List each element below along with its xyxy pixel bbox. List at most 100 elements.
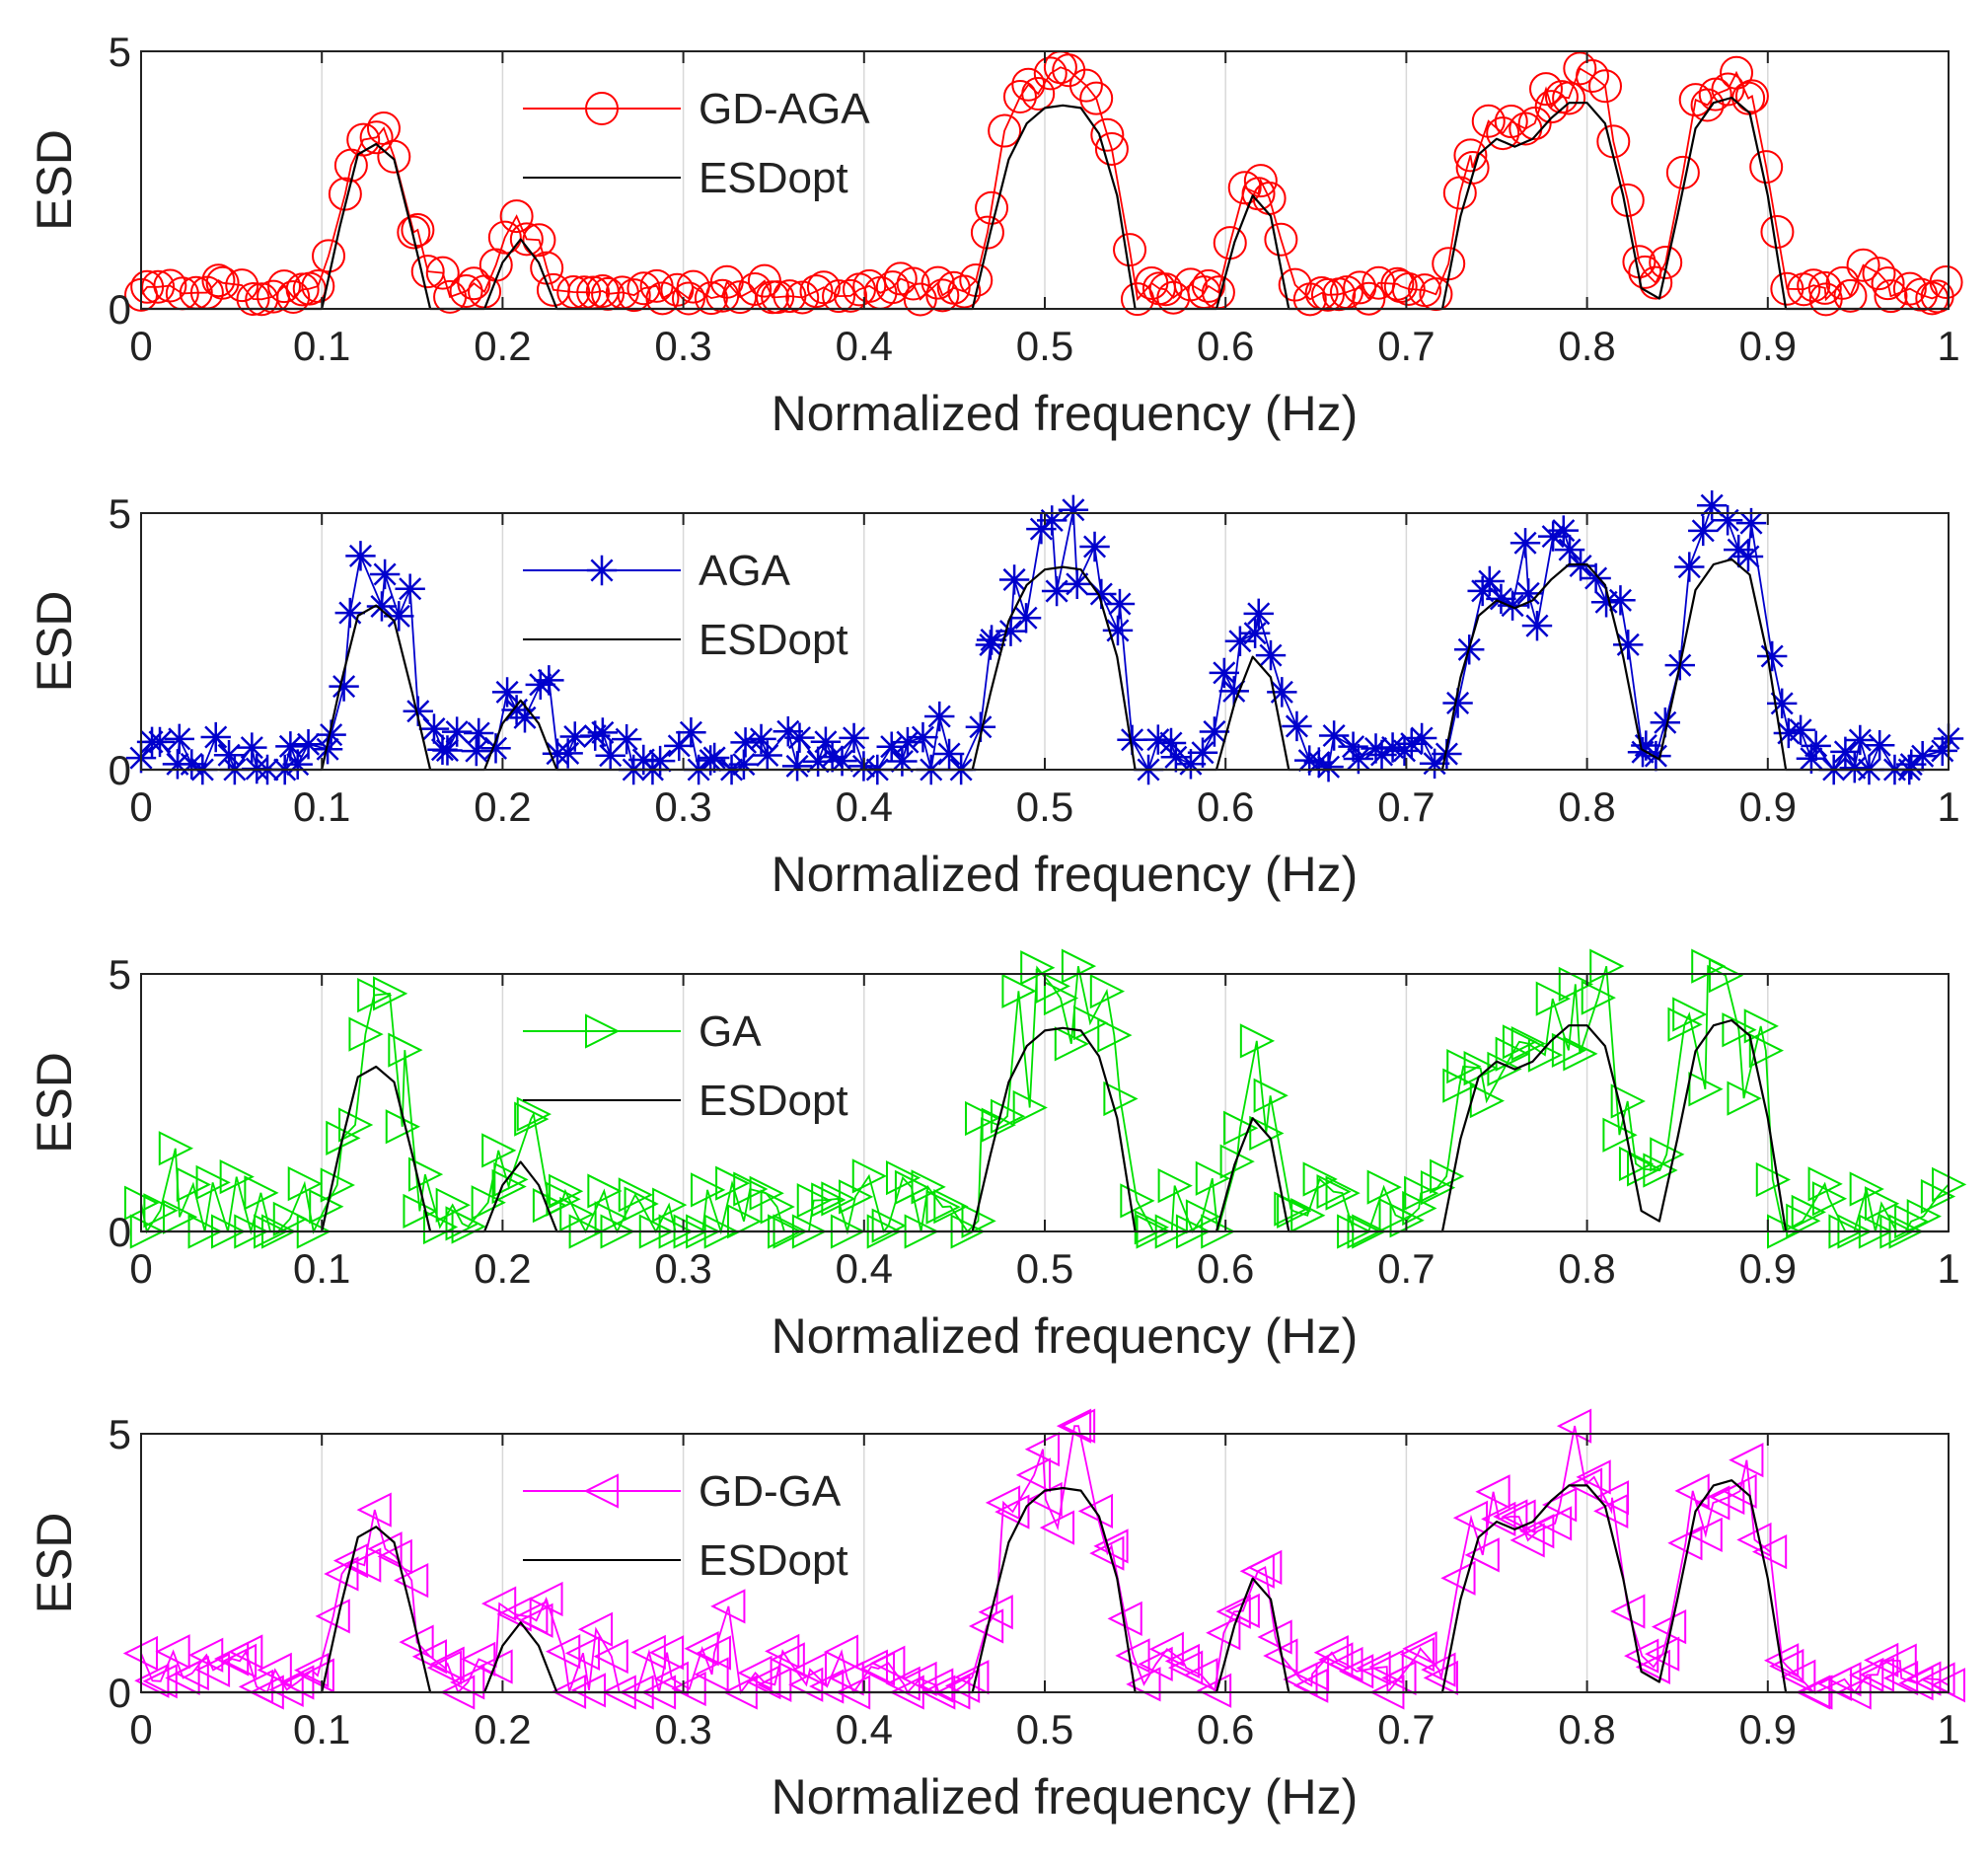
data-point [1406,722,1437,754]
data-point [1785,714,1816,745]
data-point [1239,618,1271,648]
data-point [870,1645,906,1680]
data-point [1846,248,1880,282]
data-point [737,1655,773,1691]
x-tick-label: 0.7 [1377,783,1435,830]
data-point [802,746,834,778]
data-point [1377,732,1408,763]
data-point [1142,724,1174,755]
data-point [626,271,661,306]
data-point [1249,1115,1285,1152]
data-point [525,669,555,701]
data-point [487,220,522,255]
y-tick-label: 5 [109,29,131,75]
data-point [1743,1008,1779,1044]
data-point [1650,708,1681,738]
data-point [1381,1660,1417,1696]
data-point [985,1485,1021,1521]
data-point [395,573,425,604]
data-point [1325,1175,1361,1211]
data-point [1502,1024,1538,1060]
data-point [749,1175,784,1211]
x-tick-label: 0.3 [654,1245,711,1292]
x-tick-label: 0.8 [1558,323,1615,369]
x-tick-label: 0.3 [654,323,711,369]
data-point [838,1179,874,1215]
data-point [1218,676,1249,707]
x-tick-label: 0.6 [1197,323,1254,369]
x-tick-label: 0.2 [474,1706,531,1752]
data-point [1247,1549,1283,1586]
y-axis-label: ESD [27,129,82,231]
data-point [1253,1078,1289,1113]
data-point [403,696,433,726]
data-point [559,1196,595,1232]
data-point [811,1182,847,1218]
data-point [925,1189,961,1225]
data-point [925,278,960,313]
data-point [1830,736,1861,768]
data-point [1727,1081,1762,1116]
data-point [1094,131,1129,166]
data-point [1590,587,1622,618]
data-point [822,279,856,314]
data-point [1881,1643,1917,1678]
data-point [1068,68,1103,103]
data-point [1711,72,1745,107]
data-point [1781,1659,1816,1694]
data-point [1196,1673,1232,1708]
data-point [892,726,923,758]
data-point [1219,1144,1255,1179]
data-point [1865,730,1895,761]
series-gd-ga [122,1408,1965,1710]
x-tick-label: 0.5 [1016,1245,1073,1292]
data-point [1164,1643,1201,1679]
data-point [141,269,176,304]
data-point [1467,575,1498,607]
data-point [320,1167,355,1203]
data-point [671,1671,706,1707]
data-point [356,1492,392,1528]
data-point [401,213,435,248]
data-point [652,1187,688,1223]
data-point [1755,1161,1792,1198]
data-point [1421,1652,1456,1687]
data-point [871,1208,907,1243]
data-point [1079,531,1110,562]
data-point [1688,515,1719,547]
data-point [1267,677,1297,708]
data-point [518,1602,553,1638]
data-point [373,976,408,1011]
data-point [457,266,491,301]
legend: AGA ESDopt [523,547,848,664]
data-point [464,717,494,749]
data-point [726,1204,763,1239]
data-point [896,266,930,301]
data-point [696,1635,731,1671]
data-point [611,723,642,755]
x-tick-label: 0.2 [474,783,531,830]
data-point [1303,747,1335,778]
data-point [752,740,782,771]
data-point [1310,277,1345,312]
x-tick-label: 0.9 [1739,1706,1797,1752]
legend-label: ESDopt [699,1077,848,1125]
data-point [1748,1033,1785,1069]
legend-label: GD-GA [699,1467,842,1516]
data-point [710,1589,746,1624]
data-point [1352,281,1386,316]
data-point [257,1652,292,1687]
data-point [287,1166,323,1202]
data-point [1541,1487,1578,1523]
data-point [143,1193,179,1229]
data-point [1120,1183,1155,1219]
x-tick-label: 0.4 [836,323,893,369]
data-point [388,1032,423,1068]
data-point [1103,1081,1139,1117]
data-point [1430,1158,1465,1194]
data-point [1760,214,1795,249]
data-point [478,1649,513,1684]
data-point [1581,562,1611,594]
data-point [1041,575,1072,607]
data-point [1791,1194,1826,1230]
